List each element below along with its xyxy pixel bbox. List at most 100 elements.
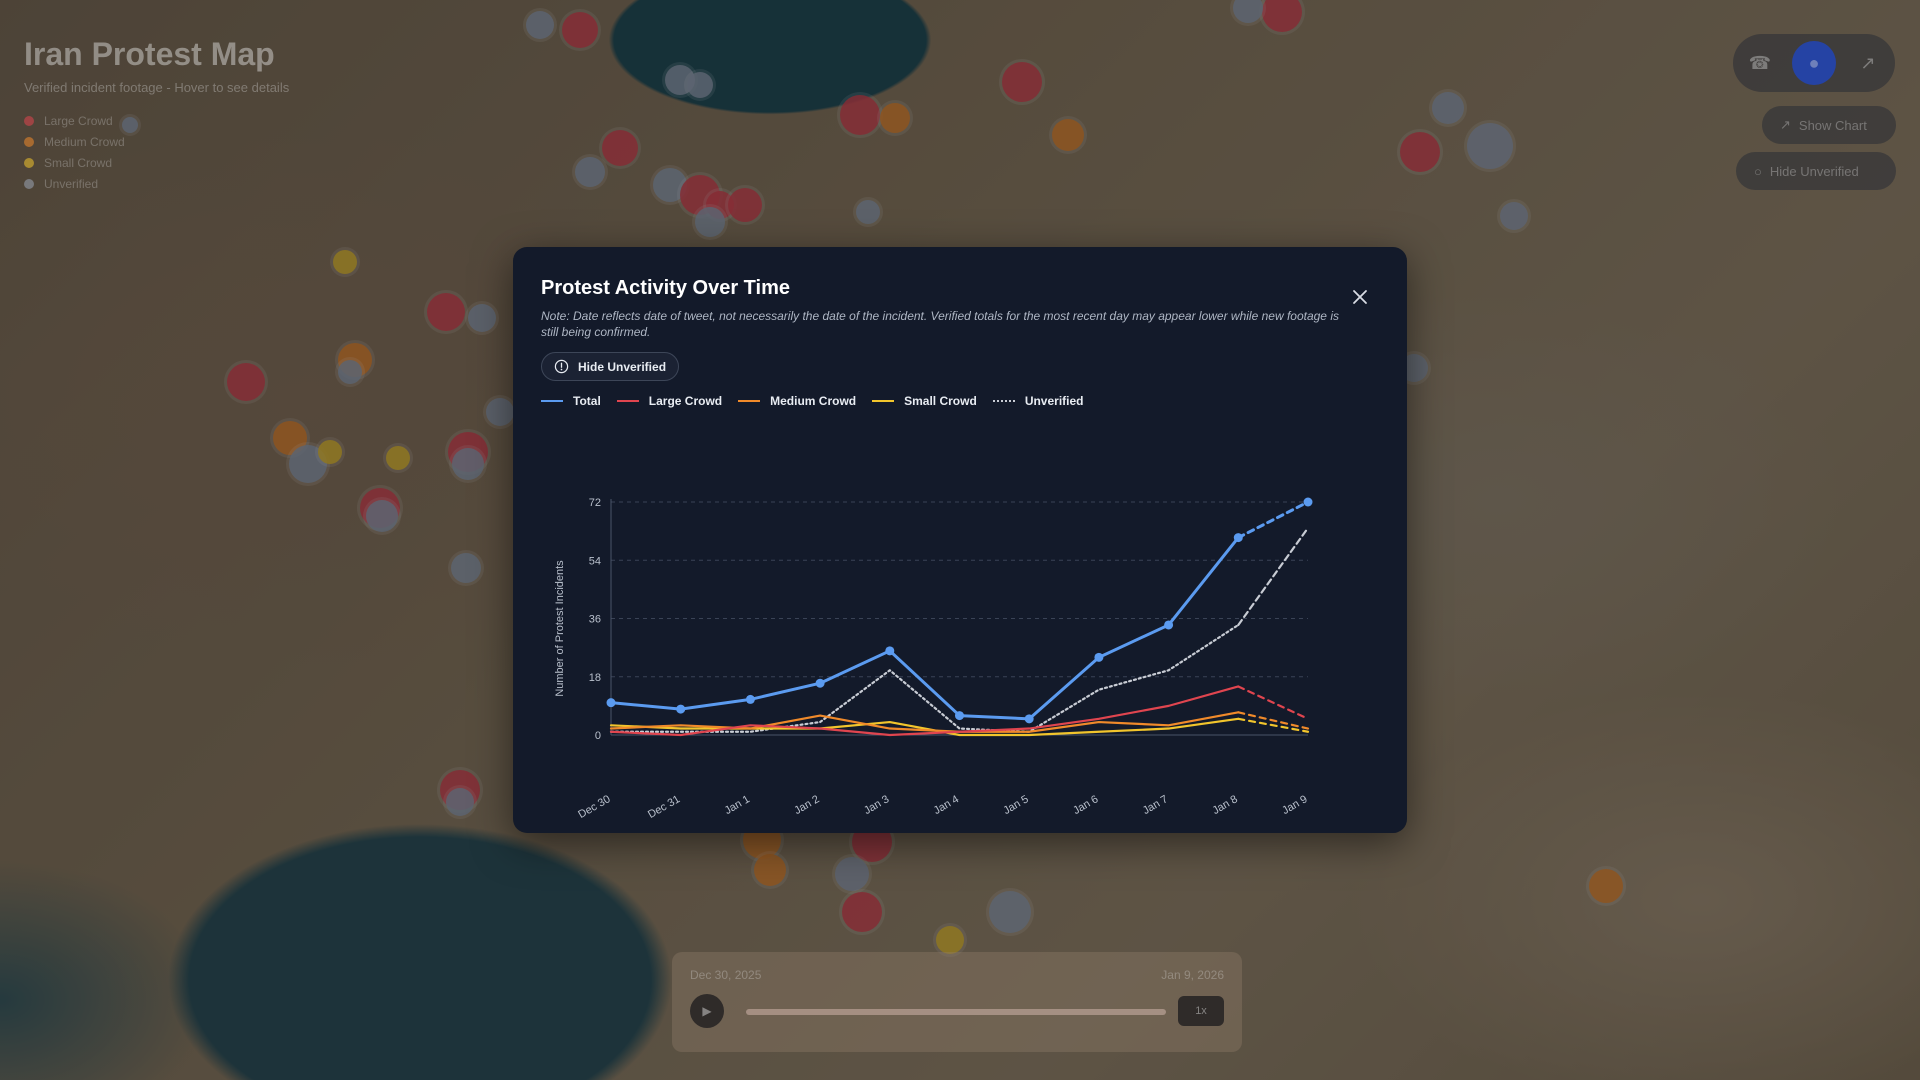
map-marker[interactable]: [575, 157, 605, 187]
map-legend-label: Unverified: [44, 176, 99, 191]
y-axis-label: Number of Protest Incidents: [554, 560, 566, 697]
legend-item-total[interactable]: Total: [541, 394, 601, 408]
map-marker[interactable]: [1002, 62, 1042, 102]
data-point-total: [815, 678, 825, 688]
y-tick-label: 36: [589, 614, 601, 626]
modal-title: Protest Activity Over Time: [541, 277, 790, 299]
map-marker[interactable]: [1262, 0, 1302, 32]
map-marker[interactable]: [338, 360, 362, 384]
map-marker[interactable]: [1432, 92, 1464, 124]
data-point-total: [606, 698, 616, 708]
legend-item-large-crowd[interactable]: Large Crowd: [616, 394, 722, 408]
map-marker[interactable]: [122, 117, 138, 133]
map-marker[interactable]: [842, 892, 882, 932]
legend-label: Unverified: [1024, 394, 1084, 408]
map-marker[interactable]: [880, 103, 910, 133]
map-marker[interactable]: [936, 926, 964, 954]
phone-icon[interactable]: ☎: [1748, 52, 1772, 73]
map-marker[interactable]: [840, 95, 880, 135]
legend-item-unverified[interactable]: Unverified: [992, 394, 1084, 408]
map-legend-label: Small Crowd: [44, 155, 113, 170]
x-tick-label: Jan 1: [723, 793, 752, 817]
map-marker[interactable]: [386, 446, 410, 470]
series-projection-medium-crowd: [1237, 711, 1310, 730]
x-tick-label: Dec 30: [576, 793, 612, 821]
map-marker[interactable]: [318, 440, 342, 464]
legend-label: Medium Crowd: [770, 394, 857, 408]
close-icon: [1353, 290, 1367, 304]
map-marker[interactable]: [754, 854, 786, 886]
map-marker[interactable]: [446, 788, 474, 816]
map-marker[interactable]: [427, 293, 465, 331]
data-point-total: [955, 711, 964, 721]
x-tick-label: Jan 4: [932, 793, 961, 817]
map-marker[interactable]: [695, 207, 725, 237]
show-chart-button[interactable]: ↗ Show Chart: [1762, 106, 1896, 144]
legend-item-medium-crowd[interactable]: Medium Crowd: [738, 394, 856, 408]
show-chart-label: Show Chart: [1798, 117, 1867, 133]
series-projection-large-crowd: [1237, 685, 1310, 720]
legend-swatch: [738, 400, 761, 402]
map-marker[interactable]: [486, 398, 514, 426]
close-button[interactable]: [1346, 283, 1374, 311]
legend-swatch: [616, 400, 639, 402]
map-marker[interactable]: [562, 12, 598, 48]
map-marker[interactable]: [227, 363, 265, 401]
map-legend-label: Medium Crowd: [44, 134, 125, 149]
view-toggle: ☎ ● ↗: [1733, 34, 1895, 92]
play-icon: ▶: [702, 1004, 712, 1018]
map-marker[interactable]: [451, 553, 481, 583]
map-legend-label: Large Crowd: [44, 113, 113, 128]
series-line-small-crowd: [609, 717, 1240, 737]
legend-swatch: [872, 400, 895, 402]
series-line-large-crowd: [609, 685, 1240, 737]
data-point-total: [1164, 620, 1174, 630]
timeline-start-date: Dec 30, 2025: [690, 968, 762, 982]
map-hide-unverified-button[interactable]: ○ Hide Unverified: [1736, 152, 1896, 190]
map-marker[interactable]: [835, 857, 869, 891]
data-point-total: [885, 646, 895, 656]
x-tick-label: Jan 7: [1141, 793, 1170, 817]
y-tick-label: 72: [589, 497, 601, 509]
eye-off-icon: ○: [1754, 163, 1762, 179]
legend-swatch: [992, 400, 1015, 402]
globe-icon[interactable]: ●: [1792, 41, 1836, 85]
chart-icon[interactable]: ↗: [1860, 52, 1876, 73]
map-marker[interactable]: [452, 448, 484, 480]
legend-label: Total: [573, 394, 601, 408]
map-marker[interactable]: [333, 250, 357, 274]
data-point-total: [676, 704, 686, 714]
map-marker[interactable]: [1052, 119, 1084, 151]
legend-item-small-crowd[interactable]: Small Crowd: [872, 394, 977, 408]
hide-unverified-button[interactable]: Hide Unverified: [541, 352, 680, 381]
map-marker[interactable]: [468, 304, 496, 332]
map-marker[interactable]: [1400, 132, 1440, 172]
map-legend: Large Crowd Medium Crowd Small Crowd Unv…: [24, 110, 125, 194]
map-marker[interactable]: [687, 72, 713, 98]
speed-button[interactable]: 1x: [1178, 996, 1224, 1026]
chart-note: Note: Date reflects date of tweet, not n…: [541, 309, 1339, 339]
map-marker[interactable]: [1589, 869, 1623, 903]
map-marker[interactable]: [602, 130, 638, 166]
data-point-total: [1094, 652, 1104, 662]
timeline-slider[interactable]: [746, 1009, 1166, 1015]
x-tick-label: Jan 2: [792, 793, 821, 817]
legend-label: Small Crowd: [904, 394, 977, 408]
map-marker[interactable]: [856, 200, 880, 224]
series-projection-total: [1236, 500, 1310, 540]
map-marker[interactable]: [728, 188, 762, 222]
data-point-total: [1303, 497, 1313, 507]
map-marker[interactable]: [1467, 123, 1513, 169]
map-marker[interactable]: [1500, 202, 1528, 230]
x-tick-label: Jan 6: [1071, 793, 1100, 817]
data-point-total: [745, 694, 755, 704]
timeline-player: Dec 30, 2025 Jan 9, 2026 ▶ 1x: [672, 952, 1242, 1052]
map-marker[interactable]: [366, 500, 398, 532]
data-point-total: [1024, 714, 1034, 724]
series-projection-unverified: [1237, 526, 1310, 627]
map-marker[interactable]: [989, 891, 1031, 933]
map-marker[interactable]: [526, 11, 554, 39]
map-marker[interactable]: [1233, 0, 1263, 23]
play-button[interactable]: ▶: [690, 994, 724, 1028]
x-tick-label: Jan 3: [862, 793, 891, 817]
